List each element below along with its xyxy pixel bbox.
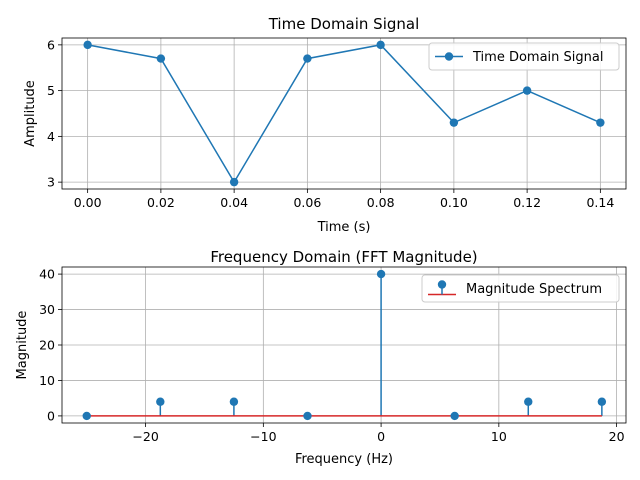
- y-tick-label: 3: [47, 175, 55, 190]
- data-point: [229, 177, 239, 187]
- y-tick-label: 4: [47, 129, 55, 144]
- x-tick-label: 0.14: [586, 195, 614, 210]
- stem-marker: [450, 411, 459, 421]
- series-line: [87, 44, 601, 184]
- y-tick-label: 5: [47, 83, 55, 98]
- legend-marker-swatch: [444, 52, 454, 61]
- stem-marker: [303, 411, 312, 421]
- axes-frame: [61, 37, 627, 190]
- legend-marker-swatch: [437, 280, 447, 289]
- x-axis-label: Frequency (Hz): [295, 452, 393, 467]
- x-tick-label: 0.02: [147, 195, 175, 210]
- y-tick-label: 6: [47, 37, 55, 52]
- data-point: [376, 40, 385, 50]
- stem-marker: [376, 269, 386, 279]
- x-tick-label: 0.10: [440, 195, 468, 210]
- data-point: [596, 118, 605, 127]
- x-tick-label: 0.00: [74, 195, 102, 210]
- stem-marker: [524, 397, 533, 406]
- data-point: [303, 54, 312, 63]
- frequency-domain-chart: −20 −10 0 10 20 0 10 20 30 40 Frequency Domain (FF…: [15, 248, 627, 467]
- y-tick-label: 20: [39, 338, 55, 353]
- stem-marker: [229, 397, 239, 406]
- stem-marker: [156, 397, 165, 406]
- x-tick-label: 0.06: [293, 195, 321, 210]
- stem-marker: [82, 411, 91, 421]
- x-tick-label: 10: [491, 429, 507, 444]
- y-tick-label: 0: [47, 408, 55, 423]
- x-tick-label: −10: [250, 429, 276, 444]
- chart-title: Time Domain Signal: [268, 15, 420, 33]
- y-tick-label: 30: [39, 302, 55, 317]
- x-tick-label: 0.04: [220, 195, 248, 210]
- data-point: [449, 118, 459, 127]
- chart-title: Frequency Domain (FFT Magnitude): [210, 248, 477, 266]
- time-domain-chart: 0.00 0.02 0.04 0.06 0.08 0.10 0.12 0.14 3 4 5 6 Time…: [23, 15, 627, 235]
- legend: Time Domain Signal: [428, 42, 620, 71]
- x-tick-label: 0: [377, 429, 385, 444]
- y-axis-label: Amplitude: [23, 80, 38, 147]
- legend-box: [421, 274, 620, 303]
- legend-label: Time Domain Signal: [472, 50, 603, 65]
- x-tick-label: −20: [132, 429, 158, 444]
- y-tick-label: 10: [39, 373, 55, 388]
- legend: Magnitude Spectrum: [421, 274, 620, 303]
- y-tick-label: 40: [39, 267, 55, 282]
- x-axis-label: Time (s): [317, 220, 371, 235]
- data-point: [83, 40, 92, 50]
- x-tick-label: 0.12: [513, 195, 541, 210]
- y-axis-label: Magnitude: [15, 311, 30, 380]
- legend-box: [428, 42, 620, 71]
- stem-marker: [597, 397, 607, 406]
- legend-label: Magnitude Spectrum: [466, 282, 602, 297]
- x-tick-label: 20: [609, 429, 625, 444]
- data-point: [156, 54, 166, 63]
- x-tick-label: 0.08: [367, 195, 395, 210]
- data-point: [522, 86, 532, 95]
